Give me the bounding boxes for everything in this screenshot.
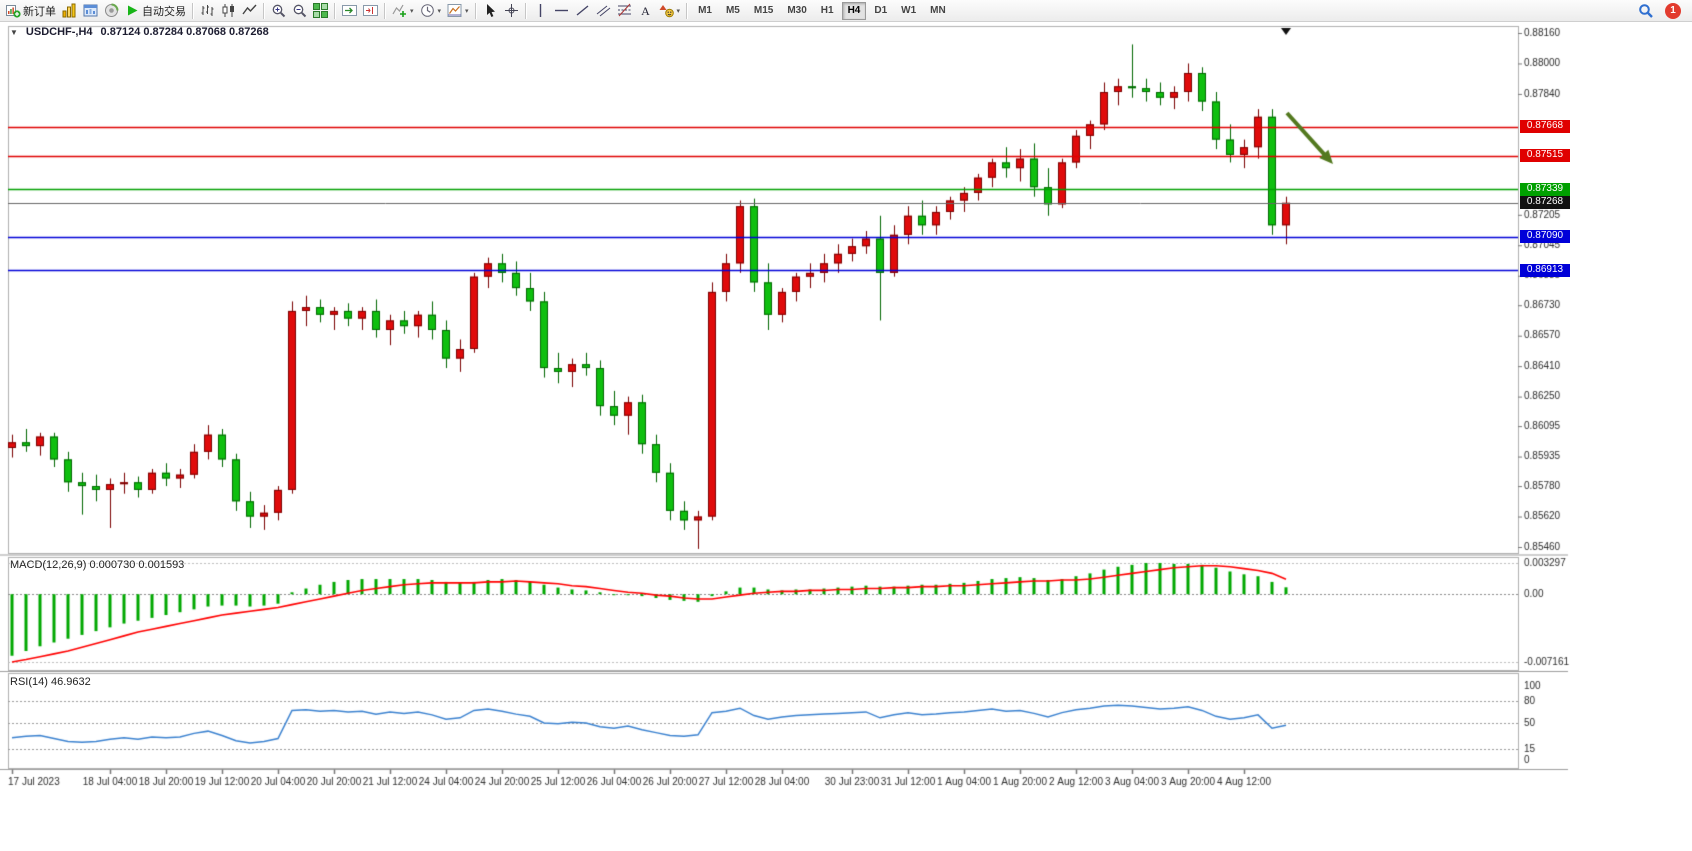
rsi-value: 46.9632 — [50, 676, 91, 688]
current-price-tag: 0.87268 — [1520, 196, 1570, 210]
price-level-tag: 0.87090 — [1520, 230, 1570, 244]
price-chart-canvas[interactable] — [0, 22, 1692, 851]
chart-shift-button[interactable] — [360, 1, 381, 21]
macd-values: 0.000730 0.001593 — [89, 559, 185, 571]
macd-indicator-label: MACD(12,26,9) 0.000730 0.001593 — [10, 559, 184, 571]
toolbar-separator — [334, 2, 336, 19]
new-order-button-label: 新订单 — [23, 5, 56, 18]
crosshair-icon — [504, 3, 519, 18]
fibonacci-button[interactable] — [614, 1, 635, 21]
zoom-in-button[interactable] — [268, 1, 289, 21]
svg-text:A: A — [641, 4, 650, 18]
chart-title: ▼ USDCHF-,H4 0.87124 0.87284 0.87068 0.8… — [10, 26, 269, 38]
toolbar-separator — [474, 2, 477, 19]
trend-icon — [575, 3, 590, 18]
autotrade-icon — [125, 3, 140, 18]
fibo-icon — [617, 3, 632, 18]
cursor-button[interactable] — [480, 1, 501, 21]
macd-name: MACD(12,26,9) — [10, 559, 87, 571]
rsi-name: RSI(14) — [10, 676, 48, 688]
hline-icon — [554, 3, 569, 18]
timeframe-w1-button[interactable]: W1 — [895, 2, 922, 20]
community-button[interactable] — [101, 1, 122, 21]
community-icon — [104, 3, 119, 18]
text-icon: A — [638, 3, 653, 18]
cursor-icon — [483, 3, 498, 18]
timeframe-d1-button[interactable]: D1 — [868, 2, 893, 20]
charts-icon — [62, 3, 77, 18]
toolbar-separator — [384, 2, 386, 19]
charts-button[interactable] — [59, 1, 80, 21]
shapes-icon — [659, 3, 674, 18]
toolbar-separator — [524, 2, 527, 19]
zoom-out-icon — [292, 3, 307, 18]
timeframe-m30-button[interactable]: M30 — [781, 2, 812, 20]
price-level-tag: 0.87339 — [1520, 182, 1570, 196]
templates-button[interactable]: ▾ — [444, 1, 472, 21]
text-button[interactable]: A — [635, 1, 656, 21]
horizontal-line-button[interactable] — [551, 1, 572, 21]
channel-icon — [596, 3, 611, 18]
bar-chart-button[interactable] — [197, 1, 218, 21]
search-button[interactable] — [1635, 1, 1657, 21]
dropdown-caret-icon: ▾ — [465, 7, 469, 15]
periods-icon — [420, 3, 435, 18]
bars-icon — [200, 3, 215, 18]
notification-badge[interactable]: 1 — [1665, 2, 1681, 19]
auto-scroll-button[interactable] — [339, 1, 360, 21]
price-level-tag: 0.87668 — [1520, 120, 1570, 134]
zoom-in-icon — [271, 3, 286, 18]
arrows-button[interactable]: ▾ — [656, 1, 684, 21]
main-toolbar: 新订单 自动交易 ▾ ▾ ▾ A ▾ M1 M5 M15 M30 H1 H4 D1 W1 MN 1 — [0, 0, 1692, 22]
autotrading-button[interactable]: 自动交易 — [122, 1, 189, 21]
collapse-arrow-icon[interactable]: ▼ — [10, 27, 18, 37]
vertical-line-button[interactable] — [530, 1, 551, 21]
periods-button[interactable]: ▾ — [417, 1, 445, 21]
price-level-tag: 0.87515 — [1520, 149, 1570, 163]
dropdown-caret-icon: ▾ — [437, 7, 442, 15]
linechart-icon — [242, 3, 257, 18]
line-chart-button[interactable] — [239, 1, 260, 21]
toolbar-separator — [686, 2, 689, 19]
timeframe-m5-button[interactable]: M5 — [720, 2, 746, 20]
new-order-icon — [6, 3, 21, 18]
channel-button[interactable] — [593, 1, 614, 21]
symbol-period-label: USDCHF-,H4 — [25, 26, 93, 38]
tile-icon — [313, 3, 328, 18]
timeframe-m1-button[interactable]: M1 — [692, 2, 718, 20]
autotrading-button-label: 自动交易 — [142, 5, 186, 18]
search-icon — [1638, 3, 1654, 19]
profile-icon — [83, 3, 98, 18]
indicators-button[interactable]: ▾ — [389, 1, 417, 21]
scroll-icon — [342, 3, 357, 18]
toolbar-right-section: 1 — [1635, 1, 1689, 21]
candlestick-chart-button[interactable] — [218, 1, 239, 21]
candles-icon — [221, 3, 236, 18]
new-order-button[interactable]: 新订单 — [3, 1, 59, 21]
timeframe-h1-button[interactable]: H1 — [815, 2, 840, 20]
vline-icon — [533, 3, 548, 18]
timeframe-m15-button[interactable]: M15 — [748, 2, 779, 20]
shift-icon — [363, 3, 378, 18]
trendline-button[interactable] — [572, 1, 593, 21]
templates-icon — [447, 3, 462, 18]
indicators-icon — [392, 3, 407, 18]
toolbar-separator — [263, 2, 265, 19]
crosshair-button[interactable] — [501, 1, 522, 21]
dropdown-caret-icon: ▾ — [676, 7, 681, 15]
rsi-indicator-label: RSI(14) 46.9632 — [10, 676, 91, 688]
ohlc-values: 0.87124 0.87284 0.87068 0.87268 — [100, 26, 269, 38]
profiles-button[interactable] — [80, 1, 101, 21]
dropdown-caret-icon: ▾ — [410, 7, 414, 15]
zoom-out-button[interactable] — [289, 1, 310, 21]
toolbar-separator — [192, 2, 194, 19]
price-level-tag: 0.86913 — [1520, 263, 1570, 277]
tile-windows-button[interactable] — [310, 1, 331, 21]
timeframe-h4-button[interactable]: H4 — [841, 1, 867, 20]
timeframe-mn-button[interactable]: MN — [924, 2, 952, 20]
